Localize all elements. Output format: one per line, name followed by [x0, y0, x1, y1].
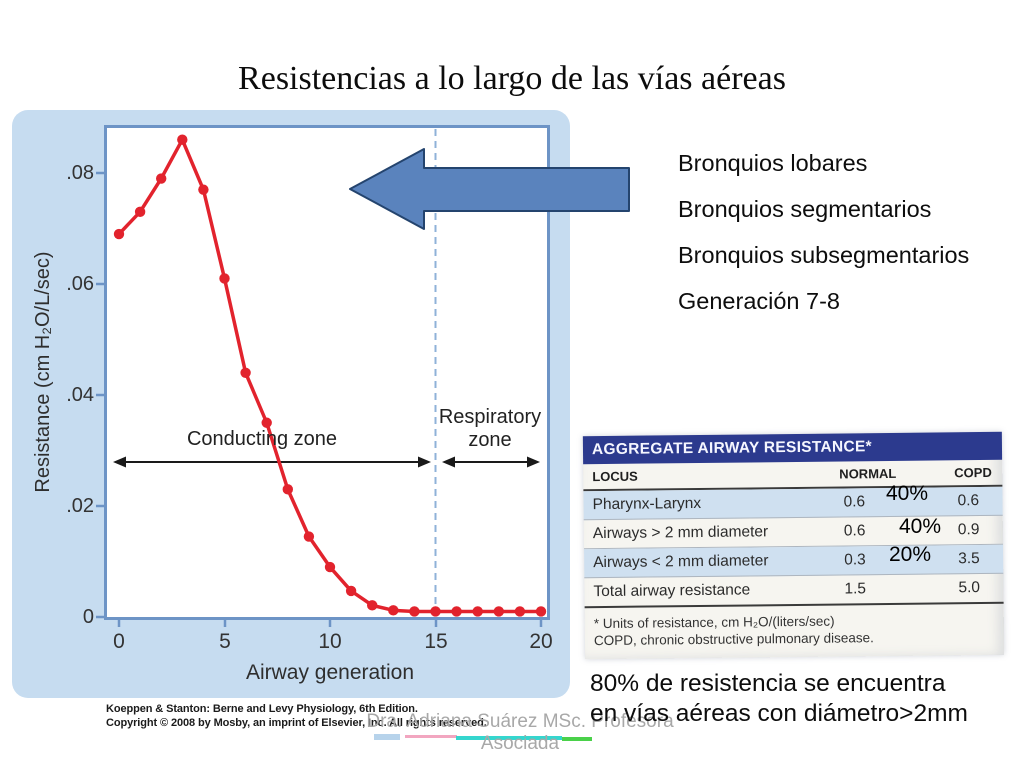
- table-cell-copd: 0.9: [957, 521, 980, 539]
- left-block-arrow-icon: [349, 148, 630, 230]
- bronchi-note-line-1: Bronquios lobares: [678, 150, 868, 176]
- data-point: [451, 606, 462, 617]
- respiratory-zone-arrow-head-right: [527, 456, 540, 468]
- conducting-zone-arrow-head-left: [113, 456, 126, 468]
- y-axis-title: Resistance (cm H₂O/L/sec): [32, 251, 54, 493]
- watermark-line-2: Asociada: [480, 733, 560, 754]
- data-point: [113, 228, 125, 240]
- respiratory-zone-arrow-head-left: [442, 456, 455, 468]
- data-point: [156, 173, 167, 184]
- table-cell-normal: 0.3: [844, 551, 866, 569]
- table-title: AGGREGATE AIRWAY RESISTANCE*: [582, 431, 1003, 465]
- page-title: Resistencias a lo largo de las vías aére…: [238, 60, 786, 97]
- table-cell-normal: 0.6: [843, 522, 866, 540]
- left-block-arrow-shape: [349, 148, 630, 230]
- table-col-copd: COPD: [954, 464, 992, 481]
- x-tick-label: 5: [219, 630, 231, 653]
- data-point: [240, 367, 251, 378]
- data-point: [367, 600, 378, 611]
- data-point: [409, 606, 420, 617]
- data-point: [493, 606, 504, 617]
- x-tick-label: 20: [529, 630, 553, 653]
- zone-label-respiratory-line1: Respiratory: [438, 406, 542, 428]
- bronchi-note-line-3: Bronquios subsegmentarios: [678, 242, 970, 268]
- table-col-locus: LOCUS: [592, 468, 638, 485]
- x-axis-title: Airway generation: [245, 661, 415, 684]
- y-tick-label: 0: [82, 606, 94, 628]
- table-cell-copd: 0.6: [957, 492, 980, 510]
- table-cell-normal: 0.6: [843, 493, 866, 511]
- y-tick-label: .06: [66, 273, 94, 295]
- y-tick-label: .08: [66, 162, 94, 184]
- zone-label-conducting: Conducting zone: [186, 428, 338, 450]
- bronchi-note-line-2: Bronquios segmentarios: [678, 196, 932, 222]
- x-tick-label: 15: [424, 630, 448, 653]
- table-col-normal: NORMAL: [839, 465, 897, 482]
- watermark-smudge-pink: [405, 735, 457, 738]
- conducting-zone-arrow-head-right: [418, 456, 431, 468]
- table-cell-locus: Airways > 2 mm diameter: [592, 523, 769, 543]
- table-cell-normal: 1.5: [844, 580, 867, 598]
- table-cell-copd: 5.0: [958, 579, 981, 597]
- overlay-percent-1: 40%: [886, 482, 929, 505]
- x-tick-label: 10: [318, 630, 342, 653]
- data-point: [388, 605, 399, 616]
- table-row: Airways < 2 mm diameter 0.3 3.5: [584, 544, 1004, 579]
- data-point: [535, 606, 547, 617]
- table-cell-copd: 3.5: [958, 550, 980, 568]
- x-tick-label: 0: [113, 630, 125, 653]
- table-cell-locus: Airways < 2 mm diameter: [593, 552, 769, 572]
- data-point: [324, 561, 336, 573]
- table-cell-locus: Pharynx-Larynx: [592, 494, 702, 514]
- citation-line-1: Koeppen & Stanton: Berne and Levy Physio…: [106, 703, 418, 715]
- data-point: [430, 606, 441, 617]
- citation-line-2: Copyright © 2008 by Mosby, an imprint of…: [106, 717, 487, 729]
- data-point: [282, 484, 293, 495]
- data-point: [261, 417, 272, 428]
- resistance-table: AGGREGATE AIRWAY RESISTANCE* LOCUS NORMA…: [582, 431, 1005, 660]
- data-point: [303, 531, 315, 542]
- table-footnote: * Units of resistance, cm H₂O/(liters/se…: [585, 604, 1005, 659]
- table-cell-locus: Total airway resistance: [593, 581, 751, 601]
- data-point: [514, 606, 526, 617]
- bottom-note-line-1: 80% de resistencia se encuentra: [590, 670, 946, 697]
- overlay-percent-3: 20%: [889, 543, 932, 566]
- data-point: [177, 134, 188, 145]
- table-row: Total airway resistance 1.5 5.0: [584, 573, 1004, 609]
- watermark-line-1: Dra. Adriana Suárez MSc. Profesora: [366, 711, 674, 732]
- watermark-underline-cyan: [456, 736, 562, 740]
- watermark-underline-green: [562, 737, 592, 741]
- watermark-smudge-blue: [374, 734, 400, 740]
- bronchi-note-line-4: Generación 7-8: [678, 288, 840, 314]
- data-point: [219, 273, 230, 284]
- data-point: [198, 184, 209, 195]
- table-footnote-line-2: COPD, chronic obstructive pulmonary dise…: [593, 630, 874, 649]
- data-point: [134, 206, 146, 218]
- zone-label-respiratory-line2: zone: [468, 429, 512, 451]
- zone-label-respiratory: Respiratory zone: [436, 406, 544, 452]
- data-point: [345, 585, 357, 597]
- overlay-percent-2: 40%: [899, 515, 942, 538]
- y-tick-label: .02: [66, 495, 94, 517]
- y-tick-label: .04: [66, 384, 94, 406]
- data-point: [472, 606, 483, 617]
- bottom-note-line-2: en vías aéreas con diámetro>2mm: [590, 700, 968, 727]
